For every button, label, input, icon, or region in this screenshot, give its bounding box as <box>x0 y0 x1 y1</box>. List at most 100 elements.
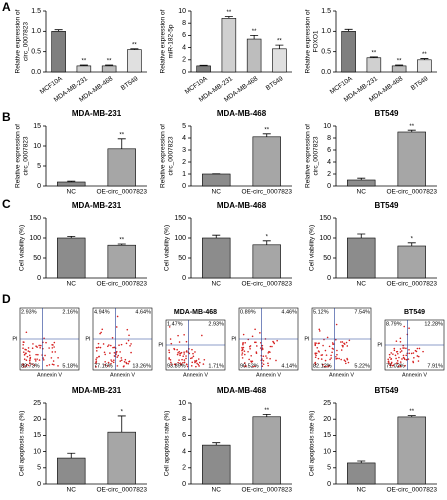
cell-dot <box>104 353 106 356</box>
y-axis-label: PI <box>304 336 310 342</box>
cell-dot <box>395 357 397 360</box>
quadrant-percent: 5.18% <box>62 363 78 369</box>
cell-dot <box>53 363 55 366</box>
quadrant-percent: 7.54% <box>354 309 370 315</box>
cell-dot <box>36 346 38 348</box>
cell-dot <box>395 362 398 364</box>
bar <box>107 244 136 279</box>
cell-dot <box>42 357 45 359</box>
cell-dot <box>255 341 257 344</box>
cell-dot <box>417 360 420 362</box>
chart-title: BT549 <box>374 386 399 395</box>
y-tick-label: 1.5 <box>31 8 41 15</box>
y-tick-label: 150 <box>319 215 331 222</box>
bar <box>397 245 426 279</box>
y-axis-label: Cell apoptosis rate (%) <box>19 411 26 477</box>
cell-dot <box>37 353 39 356</box>
cell-dot <box>191 361 194 364</box>
significance: ** <box>119 238 124 244</box>
cell-dot <box>29 362 31 364</box>
cell-dot <box>174 363 176 366</box>
cell-dot <box>390 358 393 360</box>
cell-dot <box>326 336 329 339</box>
cell-dot <box>328 345 331 348</box>
y-axis-label: Relative expression of <box>15 9 22 73</box>
cell-dot <box>314 356 317 359</box>
cell-dot <box>116 356 119 358</box>
cell-dot <box>22 347 24 349</box>
quadrant-percent: 2.16% <box>62 309 78 315</box>
cell-dot <box>408 348 410 351</box>
x-tick-label: OE-circ_0007823 <box>386 487 437 494</box>
cell-dot <box>314 361 317 364</box>
cell-dot <box>23 353 26 356</box>
cell-dot <box>393 349 396 352</box>
cell-dot <box>119 351 121 353</box>
cell-dot <box>345 362 347 365</box>
cell-dot <box>348 339 351 342</box>
significance: ** <box>372 51 377 57</box>
x-tick-label: NC <box>357 487 367 494</box>
significance: ** <box>119 132 124 138</box>
significance: ** <box>277 39 282 45</box>
cell-dot <box>197 358 200 360</box>
y-tick-label: 0 <box>327 183 331 190</box>
y-tick-label: 2 <box>182 465 186 472</box>
cell-dot <box>198 365 200 367</box>
x-tick-label: OE-circ_0007823 <box>386 189 437 196</box>
cell-dot <box>317 357 320 360</box>
cell-dot <box>336 349 338 352</box>
x-tick-label: OE-circ_0007823 <box>241 487 292 494</box>
cell-dot <box>43 337 45 340</box>
cell-dot <box>98 355 100 358</box>
cell-dot <box>57 365 59 367</box>
cell-dot <box>410 352 413 355</box>
y-axis-label: PI <box>377 342 383 348</box>
cell-dot <box>28 354 31 357</box>
cell-dot <box>244 362 246 364</box>
bar <box>57 237 86 279</box>
cell-dot <box>343 343 346 345</box>
y-axis-label: Relative expression of <box>160 124 167 188</box>
cell-dot <box>395 340 398 342</box>
cell-dot <box>112 346 114 349</box>
cell-dot <box>398 356 400 359</box>
cell-dot <box>34 360 37 362</box>
y-tick-label: 150 <box>174 215 186 222</box>
quadrant-percent: 13.26% <box>132 363 151 369</box>
panel-label: A <box>2 0 11 14</box>
cell-dot <box>128 360 131 363</box>
cell-dot <box>418 347 421 350</box>
cell-dot <box>102 343 105 345</box>
cell-dot <box>103 351 106 354</box>
cell-dot <box>118 344 120 347</box>
y-tick-label: 10 <box>323 123 331 130</box>
cell-dot <box>104 363 106 366</box>
error-bar <box>357 460 366 463</box>
cell-dot <box>250 354 252 357</box>
y-tick-label: 6 <box>182 32 186 39</box>
y-tick-label: 50 <box>33 255 41 262</box>
quadrant-percent: 5.22% <box>354 363 370 369</box>
cell-dot <box>241 348 244 350</box>
cell-dot <box>192 355 195 358</box>
y-tick-label: 15 <box>33 123 41 130</box>
cell-dot <box>26 363 28 366</box>
cell-dot <box>266 357 268 359</box>
cell-dot <box>262 359 265 362</box>
cell-dot <box>170 361 172 364</box>
x-tick-label: NC <box>357 281 367 288</box>
cell-dot <box>185 355 187 357</box>
cell-dot <box>267 352 270 354</box>
cell-dot <box>38 344 40 347</box>
cell-dot <box>112 361 115 364</box>
y-tick-label: 8 <box>182 20 186 27</box>
cell-dot <box>183 333 185 336</box>
bar <box>252 244 281 279</box>
cell-dot <box>185 350 188 352</box>
x-tick-label: NC <box>357 189 367 196</box>
quadrant-percent: 71.02% <box>386 363 405 369</box>
cell-dot <box>405 347 407 350</box>
cell-dot <box>120 359 123 362</box>
cell-dot <box>183 351 185 353</box>
